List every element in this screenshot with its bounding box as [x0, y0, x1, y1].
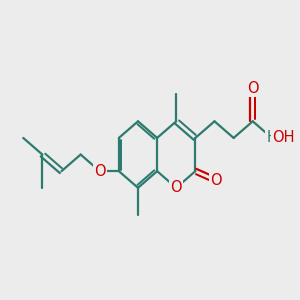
Text: O: O — [94, 164, 106, 179]
Text: O: O — [170, 180, 182, 195]
Text: H: H — [266, 130, 277, 146]
Text: OH: OH — [272, 130, 294, 146]
Text: O: O — [247, 81, 259, 96]
Text: O: O — [210, 173, 222, 188]
